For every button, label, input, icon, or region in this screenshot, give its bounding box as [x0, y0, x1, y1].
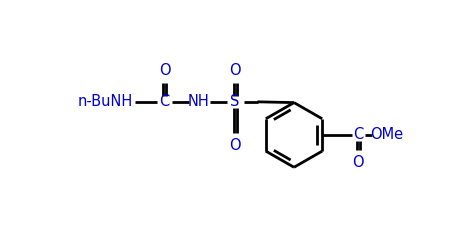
- Text: C: C: [160, 94, 170, 109]
- Text: n-BuNH: n-BuNH: [78, 94, 133, 109]
- Text: O: O: [159, 63, 171, 78]
- Text: C: C: [353, 127, 363, 142]
- Text: S: S: [230, 94, 240, 109]
- Text: OMe: OMe: [371, 127, 403, 142]
- Text: NH: NH: [188, 94, 210, 109]
- Text: O: O: [229, 63, 241, 78]
- Text: O: O: [353, 155, 364, 170]
- Text: O: O: [229, 138, 241, 153]
